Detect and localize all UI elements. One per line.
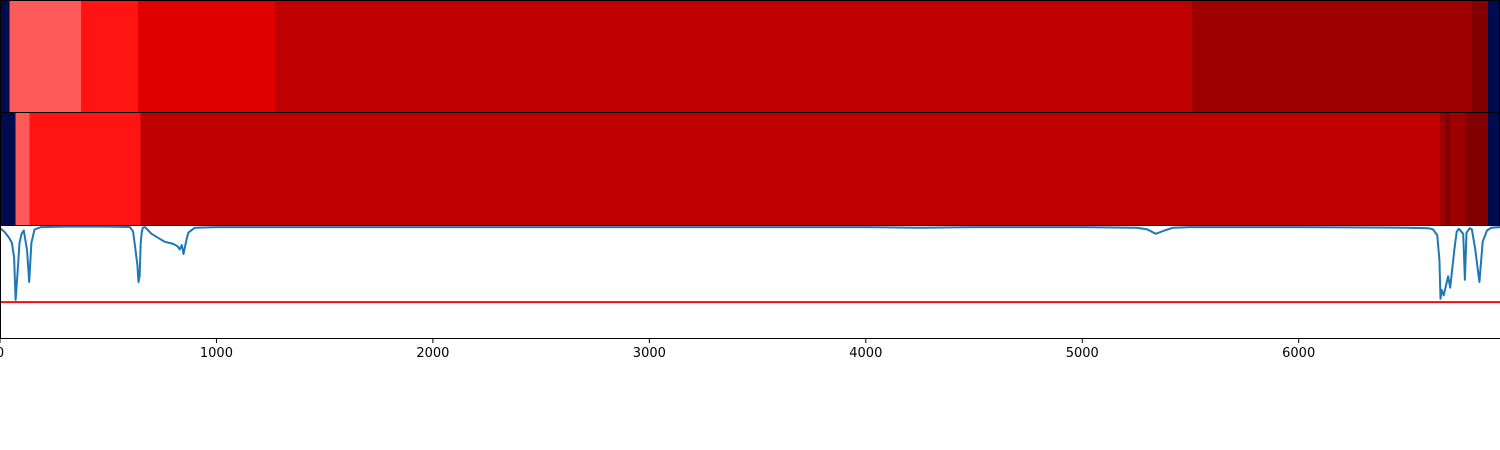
x-tick-label: 1000 [200, 346, 233, 361]
heatmap-cell-2-2 [15, 113, 30, 225]
x-tick-label: 3000 [633, 346, 666, 361]
heatmap-cell-1-2 [9, 1, 81, 112]
heatmap-rows [0, 0, 1500, 226]
heatmap-cell-2-5 [1439, 113, 1445, 225]
heatmap-cell-1-6 [1191, 1, 1472, 112]
x-tick-label: 5000 [1066, 346, 1099, 361]
x-tick-label: 4000 [849, 346, 882, 361]
heatmap-cell-2-1 [0, 113, 16, 225]
x-tick-label: 6000 [1282, 346, 1315, 361]
x-axis: 0 1000 2000 3000 4000 5000 6000 [0, 338, 1500, 361]
heatmap-cell-1-3 [80, 1, 139, 112]
series-line-1 [0, 225, 1500, 301]
x-tick-label: 2000 [416, 346, 449, 361]
heatmap-cell-1-7 [1471, 1, 1489, 112]
heatmap-row-1 [0, 0, 1500, 113]
heatmap-cell-1-8 [1488, 1, 1500, 112]
heatmap-cell-2-8 [1465, 113, 1489, 225]
heatmap-cell-2-9 [1488, 113, 1500, 225]
x-tick-label: 0 [0, 346, 4, 361]
heatmap-cell-2-3 [29, 113, 141, 225]
heatmap-cell-1-1 [0, 1, 10, 112]
heatmap-row-2 [0, 112, 1500, 226]
heatmap-cell-2-6 [1444, 113, 1451, 225]
heatmap-cell-2-4 [140, 113, 1440, 225]
heatmap-cell-2-7 [1450, 113, 1466, 225]
line-panel [0, 225, 1500, 338]
heatmap-cell-1-5 [274, 1, 1192, 112]
heatmap-cell-1-4 [138, 1, 275, 112]
